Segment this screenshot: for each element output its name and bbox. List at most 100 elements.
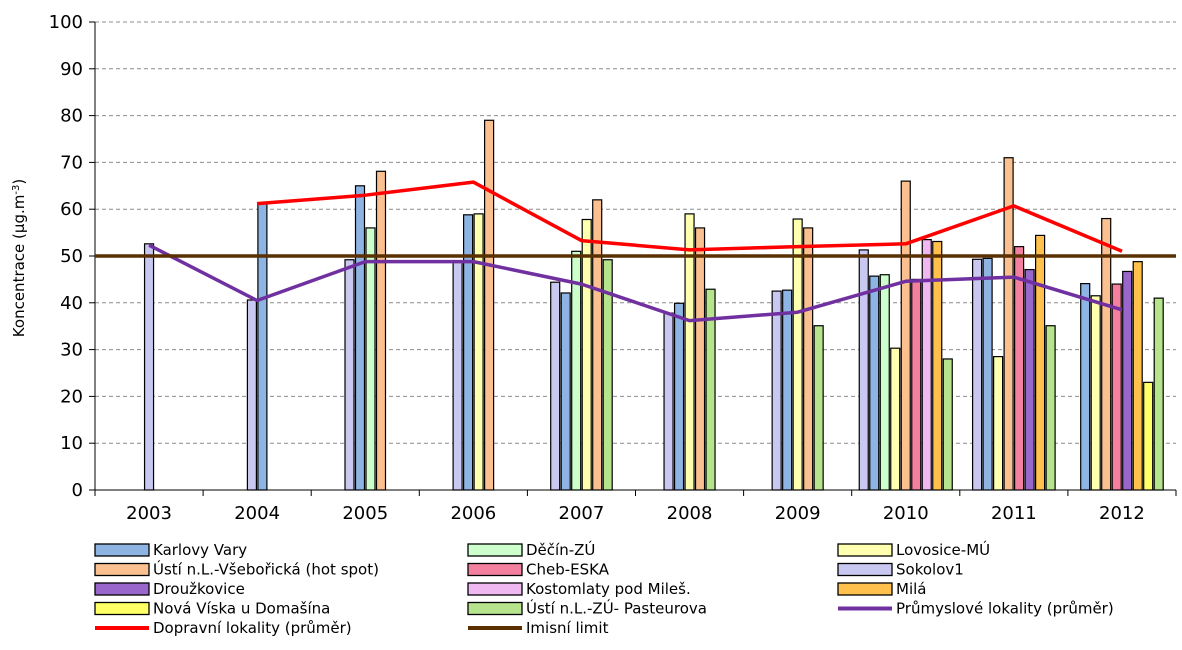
bar xyxy=(673,302,685,491)
y-tick-label: 90 xyxy=(60,59,83,80)
bar xyxy=(354,185,366,491)
bar xyxy=(879,274,890,491)
legend-swatch xyxy=(837,543,893,557)
bar xyxy=(803,227,814,491)
legend-label: Karlovy Vary xyxy=(153,541,247,559)
legend-label: Kostomlaty pod Mileš. xyxy=(526,580,691,598)
bar xyxy=(1034,234,1046,491)
bar xyxy=(663,312,674,491)
legend-label: Imisní limit xyxy=(526,619,609,637)
bar xyxy=(869,275,880,491)
legend-item: Imisní limit xyxy=(468,619,609,637)
legend-item: Kostomlaty pod Mileš. xyxy=(467,580,691,598)
bar xyxy=(1045,325,1056,491)
y-tick-label: 20 xyxy=(60,386,83,407)
bar xyxy=(890,347,901,491)
legend-item: Sokolov1 xyxy=(837,561,964,579)
legend-swatch xyxy=(94,543,150,557)
legend-item: Droužkovice xyxy=(94,580,245,598)
legend-item: Lovosice-MÚ xyxy=(837,540,990,559)
legend-swatch xyxy=(467,582,523,596)
y-tick-label: 70 xyxy=(60,152,83,173)
bar xyxy=(257,202,268,491)
legend-label: Sokolov1 xyxy=(896,561,964,579)
bar xyxy=(813,325,824,491)
x-tick-label: 2010 xyxy=(883,503,929,524)
bar xyxy=(344,259,355,491)
bar xyxy=(1111,283,1122,491)
bar xyxy=(246,299,257,491)
x-tick-label: 2004 xyxy=(234,503,280,524)
bar xyxy=(550,281,561,491)
y-tick-label: 60 xyxy=(60,199,83,220)
bar xyxy=(1132,261,1143,491)
y-tick-label: 10 xyxy=(60,433,83,454)
series-line xyxy=(148,243,1123,323)
x-axis: 2003 2004 2005 2006 2007 2008 2009 2010 2011 2012 xyxy=(94,489,1177,524)
lines xyxy=(95,180,1176,323)
bars xyxy=(143,119,1164,491)
bar xyxy=(1143,381,1154,491)
legend-item: Nová Víska u Domašína xyxy=(94,600,330,618)
bar xyxy=(1013,246,1025,491)
legend-swatch xyxy=(467,562,523,577)
bar xyxy=(858,249,869,491)
legend-label: Ústí n.L.-Všebořická (hot spot) xyxy=(153,560,379,579)
x-tick-label: 2007 xyxy=(559,503,605,524)
y-tick-label: 30 xyxy=(60,340,83,361)
bar xyxy=(1122,270,1133,491)
bar xyxy=(1153,297,1164,491)
legend-item: Děčín-ZÚ xyxy=(467,540,595,559)
legend-swatch xyxy=(94,582,150,596)
legend-label: Dopravní lokality (průměr) xyxy=(153,619,352,637)
bar xyxy=(143,243,155,491)
legend: Karlovy Vary Děčín-ZÚ Lovosice-MÚ Ústí n.L.… xyxy=(94,540,1114,637)
bar xyxy=(694,227,706,491)
legend-label: Droužkovice xyxy=(153,580,245,598)
legend-label: Milá xyxy=(896,580,926,598)
grid-lines xyxy=(95,21,1176,444)
bar xyxy=(1080,283,1091,491)
legend-item: Milá xyxy=(837,580,926,598)
legend-item: Průmyslové lokality (průměr) xyxy=(838,600,1114,618)
y-tick-label: 40 xyxy=(60,293,83,314)
bar xyxy=(560,292,571,491)
legend-label: Cheb-ESKA xyxy=(526,561,610,579)
x-tick-label: 2012 xyxy=(1099,503,1145,524)
legend-item: Ústí n.L.-Všebořická (hot spot) xyxy=(94,560,379,579)
bar xyxy=(942,358,953,491)
legend-item: Karlovy Vary xyxy=(94,541,247,559)
y-tick-label: 100 xyxy=(49,12,83,33)
bar xyxy=(1101,217,1112,491)
x-tick-label: 2006 xyxy=(450,503,496,524)
legend-swatch xyxy=(467,543,523,557)
legend-item: Dopravní lokality (průměr) xyxy=(95,619,352,637)
bar xyxy=(484,119,495,491)
series-line xyxy=(256,180,1123,253)
bar xyxy=(571,250,582,491)
legend-swatch xyxy=(837,582,893,596)
legend-swatch xyxy=(837,562,893,577)
y-axis-label: Koncentrace (µg.m-3) xyxy=(10,179,28,337)
bar xyxy=(911,278,922,491)
bar xyxy=(1024,268,1035,491)
bar xyxy=(581,218,592,491)
legend-swatch xyxy=(94,562,150,577)
y-tick-label: 0 xyxy=(72,480,83,501)
legend-swatch xyxy=(94,601,150,616)
legend-item: Ústí n.L.-ZÚ- Pasteurova xyxy=(467,599,707,618)
bar xyxy=(771,290,782,491)
bar xyxy=(1090,295,1101,491)
x-tick-label: 2005 xyxy=(342,503,388,524)
y-axis: 0 10 20 30 40 50 60 70 80 90 100 xyxy=(49,12,96,501)
x-tick-label: 2008 xyxy=(667,503,713,524)
bar xyxy=(792,218,803,491)
bar xyxy=(365,227,376,491)
bar xyxy=(992,356,1004,491)
legend-item: Cheb-ESKA xyxy=(467,561,610,579)
bar xyxy=(921,239,932,491)
bar xyxy=(375,170,387,491)
bar xyxy=(900,180,911,491)
legend-label: Ústí n.L.-ZÚ- Pasteurova xyxy=(526,599,707,618)
